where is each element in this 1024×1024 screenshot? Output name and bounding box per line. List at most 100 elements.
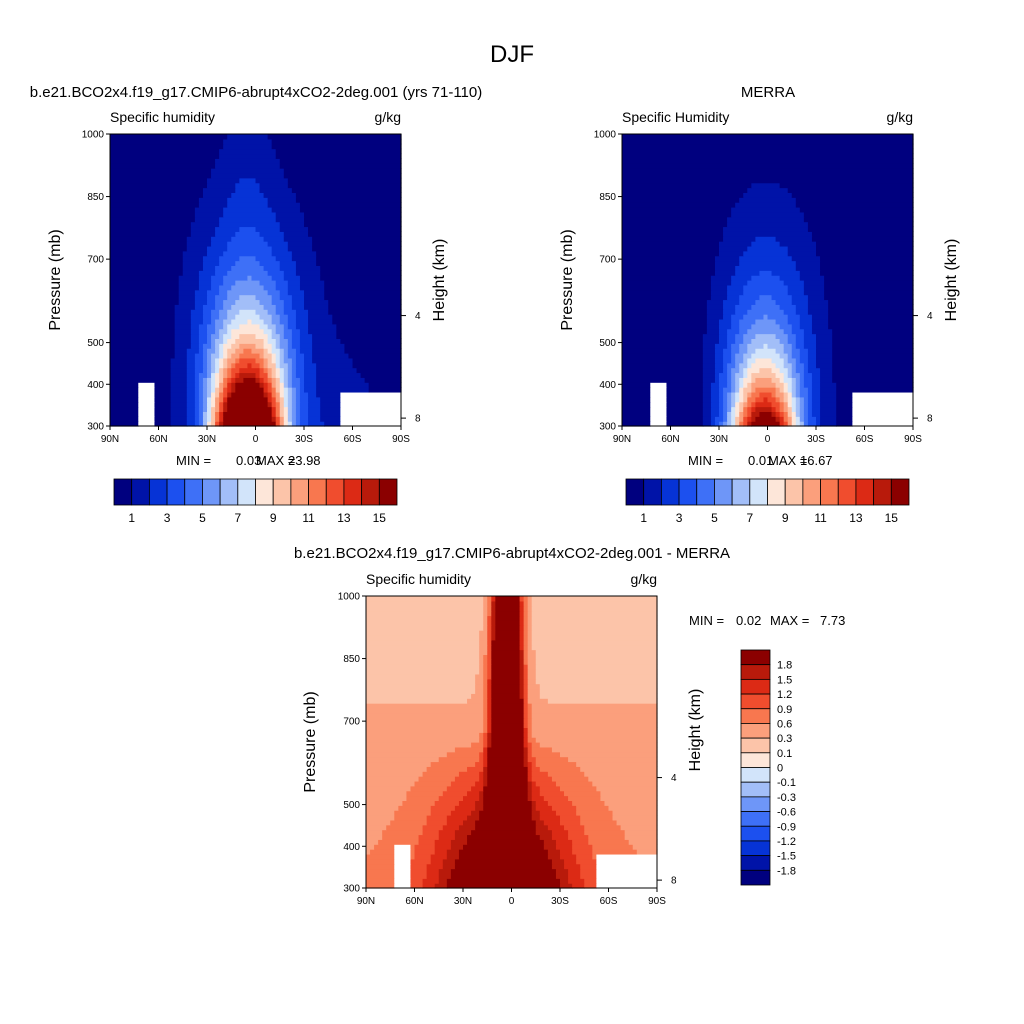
contour-cell	[483, 805, 533, 811]
contour-cell	[263, 382, 269, 388]
contour-cell	[454, 805, 476, 811]
contour-cell	[219, 314, 228, 320]
contour-cell	[275, 357, 281, 364]
contour-cell	[275, 148, 402, 155]
contour-cell	[463, 795, 480, 801]
contour-cell	[523, 664, 529, 670]
contour-cell	[299, 348, 313, 354]
contour-cell	[487, 634, 492, 641]
contour-cell	[231, 192, 265, 198]
contour-cell	[622, 172, 914, 179]
contour-cell	[519, 673, 525, 680]
contour-cell	[215, 231, 236, 237]
contour-cell	[755, 377, 773, 383]
contour-cell	[836, 396, 853, 403]
colorbar-label: 11	[814, 511, 827, 525]
contour-cell	[259, 323, 269, 330]
contour-cell	[207, 377, 212, 383]
colorbar-label: 0.3	[777, 733, 792, 745]
contour-cell	[828, 304, 914, 310]
contour-cell	[255, 333, 269, 339]
contour-cell	[279, 289, 289, 296]
contour-cell	[816, 333, 833, 339]
contour-cell	[202, 255, 220, 262]
contour-cell	[223, 280, 236, 286]
units-label: g/kg	[631, 571, 657, 587]
contour-cell	[291, 377, 301, 383]
contour-cell	[727, 382, 732, 388]
contour-cell	[816, 348, 833, 354]
contour-cell	[182, 260, 204, 266]
contour-cell	[438, 756, 480, 763]
contour-cell	[170, 367, 188, 374]
contour-cell	[771, 377, 781, 383]
contour-cell	[467, 839, 545, 845]
contour-cell	[824, 280, 914, 286]
contour-cell	[308, 328, 337, 335]
contour-cell	[832, 328, 914, 335]
contour-cell	[560, 878, 569, 884]
contour-cell	[219, 148, 277, 155]
contour-cell	[110, 382, 139, 388]
contour-cell	[702, 367, 716, 374]
contour-cell	[110, 284, 180, 291]
contour-cell	[747, 396, 756, 403]
y-axis-label: Pressure (mb)	[302, 691, 319, 792]
contour-cell	[543, 819, 561, 826]
contour-cell	[523, 688, 529, 694]
contour-cell	[207, 328, 216, 335]
contour-cell	[255, 226, 281, 232]
contour-cell	[523, 746, 529, 753]
contour-cell	[739, 328, 748, 335]
contour-cell	[584, 824, 622, 831]
contour-cell	[787, 406, 793, 412]
contour-cell	[223, 367, 228, 374]
contour-cell	[170, 406, 188, 412]
contour-cell	[283, 270, 297, 276]
contour-cell	[366, 800, 403, 806]
contour-cell	[572, 849, 593, 855]
contour-cell	[215, 348, 220, 354]
contour-cell	[714, 270, 736, 276]
colorbar-label: 1.8	[777, 660, 792, 672]
contour-cell	[299, 202, 402, 208]
colorbar-label: 1.5	[777, 674, 792, 686]
contour-cell	[622, 421, 651, 427]
contour-cell	[227, 309, 240, 315]
contour-cell	[267, 289, 281, 296]
contour-cell	[622, 241, 720, 247]
contour-cell	[580, 815, 614, 821]
contour-cell	[299, 387, 305, 393]
contour-cell	[820, 367, 833, 374]
contour-cell	[771, 401, 781, 408]
contour-cell	[110, 372, 172, 378]
contour-cell	[190, 318, 204, 325]
contour-cell	[110, 377, 172, 383]
contour-cell	[283, 411, 289, 417]
colorbar-label: 15	[885, 511, 899, 525]
contour-cell	[287, 280, 301, 286]
contour-cell	[299, 406, 309, 412]
contour-cell	[304, 211, 402, 218]
colorbar-label: 15	[373, 511, 387, 525]
contour-cell	[622, 318, 708, 325]
contour-cell	[783, 382, 789, 388]
contour-cell	[731, 314, 744, 320]
contour-cell	[807, 309, 829, 315]
contour-cell	[483, 669, 488, 675]
contour-cell	[483, 659, 488, 665]
contour-cell	[731, 275, 752, 281]
contour-cell	[275, 353, 281, 359]
max-label: MAX =	[768, 453, 807, 468]
contour-cell	[178, 284, 200, 291]
contour-cell	[487, 688, 492, 694]
contour-cell	[771, 294, 793, 301]
contour-cell	[207, 382, 212, 388]
contour-cell	[259, 314, 273, 320]
contour-cell	[487, 776, 529, 782]
contour-cell	[110, 163, 216, 169]
contour-cell	[446, 883, 561, 889]
contour-cell	[283, 357, 293, 364]
contour-cell	[608, 805, 658, 811]
